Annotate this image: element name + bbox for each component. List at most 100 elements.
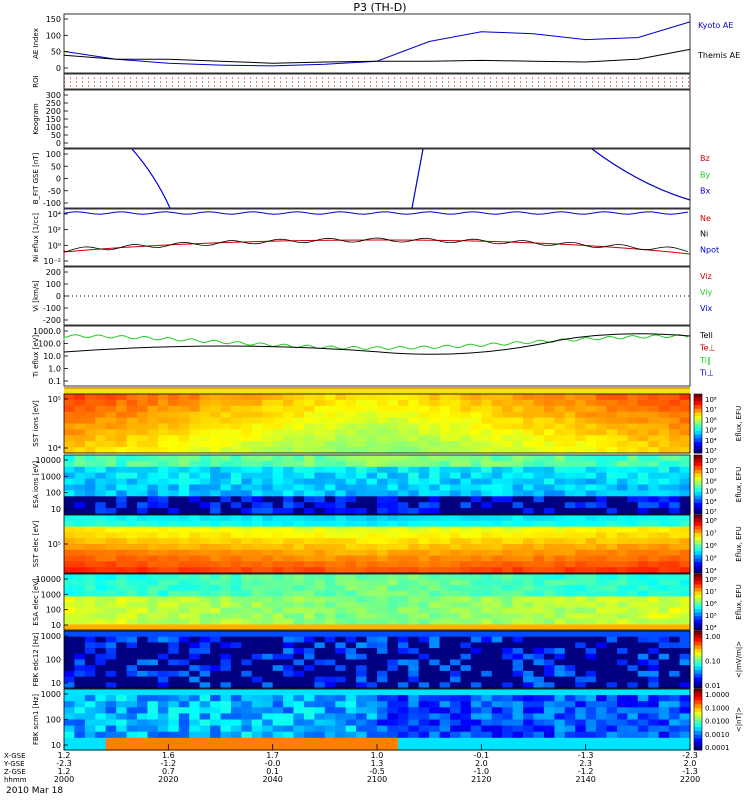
- heatmap-cell: [220, 532, 232, 539]
- heatmap-cell: [377, 613, 388, 620]
- heatmap-cell: [418, 435, 430, 442]
- heatmap-cell: [596, 411, 608, 419]
- heatmap-cell: [648, 399, 660, 407]
- heatmap-cell: [523, 731, 535, 739]
- colorbar-cell: [694, 562, 702, 567]
- heatmap-sst-elec: [64, 515, 691, 574]
- heatmap-cell: [377, 532, 388, 539]
- heatmap-cell: [74, 624, 86, 631]
- heatmap-cell: [64, 648, 75, 655]
- heatmap-cell: [116, 544, 128, 551]
- heatmap-cell: [157, 526, 169, 533]
- heatmap-cell: [64, 502, 75, 509]
- heatmap-cell: [105, 585, 117, 592]
- bx-trace: [411, 148, 424, 209]
- heatmap-cell: [606, 520, 618, 528]
- colorbar-cell: [694, 612, 702, 617]
- heatmap-cell: [84, 682, 96, 689]
- heatmap-cell: [637, 478, 649, 486]
- heatmap-cell: [314, 520, 326, 528]
- heatmap-cell: [450, 624, 461, 631]
- heatmap-cell: [470, 624, 482, 631]
- heatmap-cell: [512, 478, 524, 486]
- heatmap-cell: [460, 405, 472, 413]
- heatmap-cell: [356, 441, 368, 448]
- heatmap-cell: [596, 405, 608, 413]
- heatmap-cell: [450, 411, 461, 419]
- heatmap-cell: [648, 526, 660, 533]
- heatmap-cell: [658, 590, 670, 597]
- heatmap-cell: [210, 515, 222, 522]
- x-tick-label: 2040: [262, 775, 282, 784]
- heatmap-cell: [627, 460, 639, 468]
- heatmap-cell: [126, 455, 138, 462]
- heatmap-cell: [178, 478, 190, 486]
- heatmap-cell: [220, 737, 232, 745]
- heatmap-cell: [418, 574, 430, 581]
- heatmap-cell: [491, 549, 503, 557]
- colorbar-cell: [694, 727, 702, 732]
- heatmap-cell: [533, 429, 545, 436]
- heatmap-cell: [293, 653, 305, 661]
- heatmap-cell: [335, 624, 347, 631]
- heatmap-cell: [283, 532, 295, 539]
- heatmap-cell: [450, 613, 461, 620]
- colorbar-cell: [694, 495, 702, 500]
- heatmap-cell: [220, 659, 232, 666]
- heatmap-cell: [648, 579, 660, 586]
- heatmap-cell: [272, 567, 284, 574]
- heatmap-cell: [189, 659, 201, 666]
- heatmap-cell: [377, 636, 388, 643]
- heatmap-cell: [606, 417, 618, 425]
- heatmap-cell: [543, 613, 555, 620]
- heatmap-cell: [272, 441, 284, 448]
- heatmap-cell: [210, 624, 222, 631]
- heatmap-cell: [512, 682, 524, 689]
- heatmap-cell: [293, 682, 305, 689]
- heatmap-cell: [157, 719, 169, 727]
- heatmap-cell: [105, 624, 117, 631]
- heatmap-cell: [418, 596, 430, 603]
- heatmap-cell: [230, 613, 242, 620]
- heatmap-cell: [648, 515, 660, 522]
- heatmap-cell: [251, 399, 263, 407]
- heatmap-cell: [157, 520, 169, 528]
- heatmap-cell: [157, 435, 169, 442]
- heatmap-cell: [617, 484, 628, 491]
- heatmap-cell: [230, 579, 242, 586]
- heatmap-cell: [512, 665, 524, 672]
- heatmap-cell: [241, 515, 253, 522]
- heatmap-cell: [84, 472, 96, 480]
- heatmap-cell: [606, 719, 618, 727]
- heatmap-cell: [356, 636, 368, 643]
- heatmap-cell: [460, 508, 472, 515]
- heatmap-cell: [554, 631, 566, 638]
- heatmap-cell: [105, 526, 117, 533]
- heatmap-cell: [147, 574, 159, 581]
- heatmap-cell: [627, 725, 639, 733]
- heatmap-cell: [439, 737, 451, 745]
- heatmap-cell: [95, 549, 107, 557]
- heatmap-cell: [168, 502, 180, 509]
- heatmap-cell: [679, 423, 691, 430]
- heatmap-cell: [304, 618, 315, 625]
- heatmap-cell: [199, 731, 211, 739]
- heatmap-cell: [679, 496, 691, 503]
- heatmap-cell: [116, 502, 128, 509]
- heatmap-cell: [105, 613, 117, 620]
- colorbar-tick-label: 1.0000: [705, 691, 730, 699]
- heatmap-cell: [199, 613, 211, 620]
- heatmap-cell: [377, 460, 388, 468]
- heatmap-cell: [648, 695, 660, 702]
- heatmap-cell: [189, 520, 201, 528]
- heatmap-cell: [157, 508, 169, 515]
- heatmap-cell: [397, 689, 409, 696]
- heatmap-cell: [418, 642, 430, 649]
- heatmap-cell: [502, 596, 514, 603]
- heatmap-cell: [450, 585, 461, 592]
- heatmap-cell: [168, 561, 180, 568]
- colorbar-cell: [694, 394, 702, 399]
- heatmap-cell: [418, 585, 430, 592]
- heatmap-cell: [74, 567, 86, 574]
- heatmap-cell: [418, 631, 430, 638]
